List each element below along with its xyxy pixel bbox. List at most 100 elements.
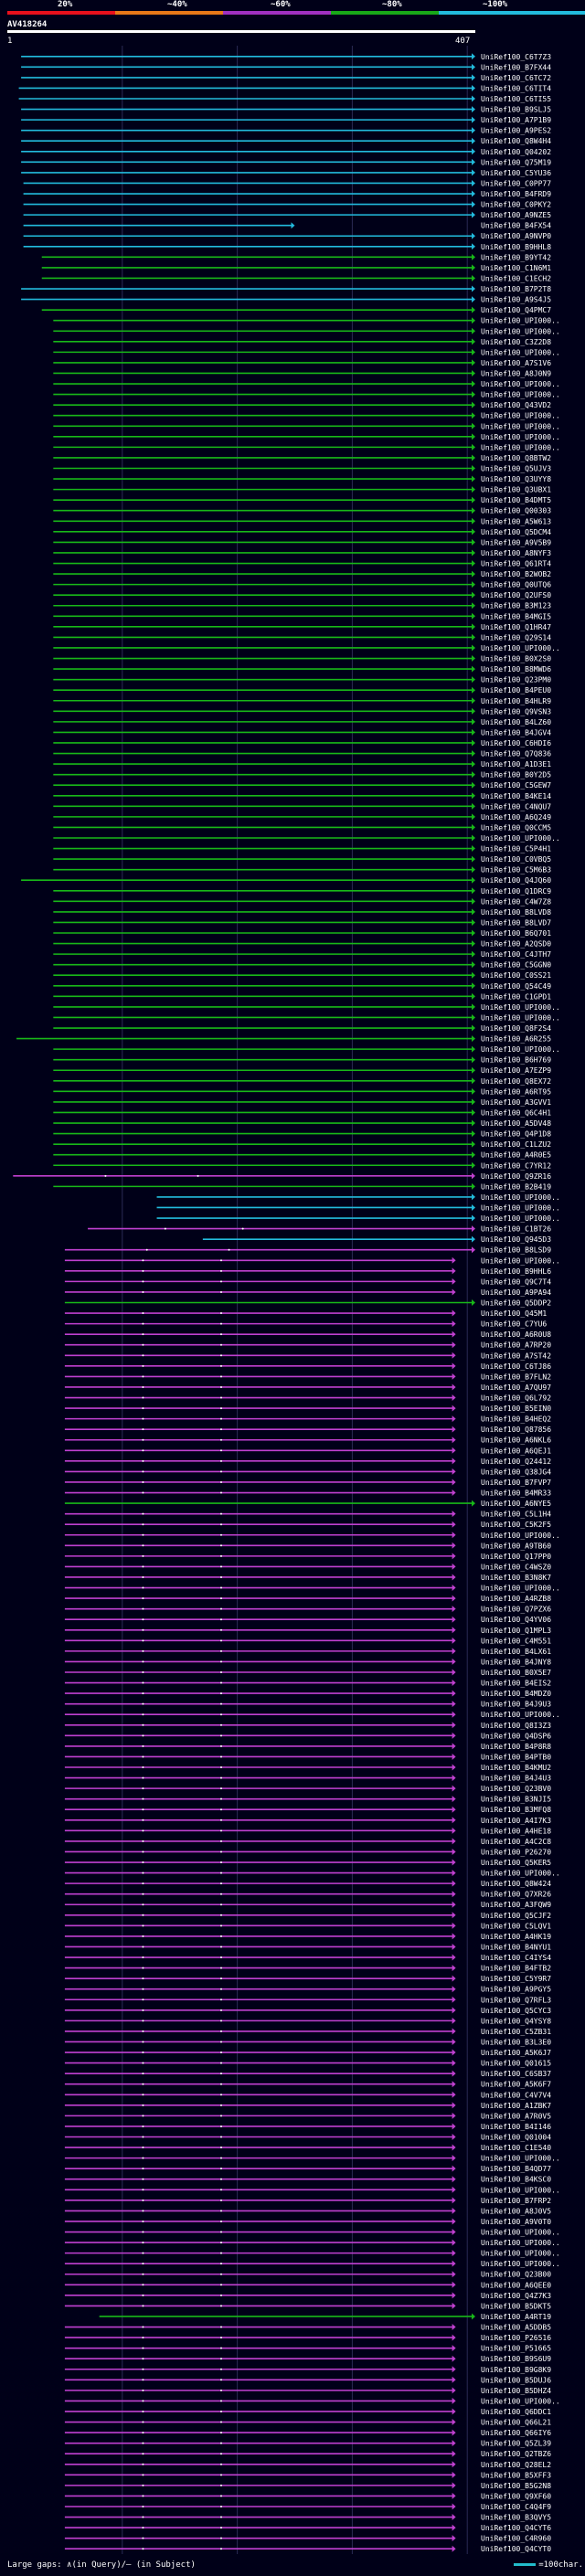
hit-row[interactable]: UniRef100_Q54C49 (53, 982, 551, 991)
hit-row[interactable]: UniRef100_A9PES2 (21, 127, 551, 135)
hit-row[interactable]: UniRef100_C3Z2D8 (53, 338, 551, 346)
hit-label[interactable]: UniRef100_C6TI55 (481, 95, 551, 103)
hit-label[interactable]: UniRef100_B9HHL8 (481, 243, 551, 251)
hit-label[interactable]: UniRef100_A2QSD0 (481, 940, 551, 949)
hit-row[interactable]: UniRef100_A6NKL6 (64, 1436, 551, 1445)
hit-label[interactable]: UniRef100_Q6L792 (481, 1394, 551, 1403)
hit-row[interactable]: UniRef100_C5P4H1 (53, 845, 551, 853)
hit-label[interactable]: UniRef100_C4Q4F9 (481, 2503, 551, 2511)
hit-row[interactable]: UniRef100_C7YU6 (64, 1320, 548, 1329)
hit-label[interactable]: UniRef100_A5DV48 (481, 1119, 551, 1128)
hit-row[interactable]: UniRef100_A4I7K3 (64, 1817, 551, 1825)
hit-row[interactable]: UniRef100_C6TIT4 (18, 84, 552, 92)
hit-label[interactable]: UniRef100_Q3UBX1 (481, 486, 551, 494)
hit-row[interactable]: UniRef100_B9HHL6 (64, 1267, 551, 1276)
hit-row[interactable]: UniRef100_B7FVP7 (64, 1479, 551, 1487)
hit-label[interactable]: UniRef100_C6SB37 (481, 2070, 551, 2078)
hit-row[interactable]: UniRef100_B4HEQ2 (64, 1415, 551, 1424)
hit-label[interactable]: UniRef100_UPI000.. (481, 1256, 560, 1265)
hit-row[interactable]: UniRef100_A7ST42 (64, 1352, 551, 1360)
hit-row[interactable]: UniRef100_UPI000.. (64, 2250, 560, 2258)
hit-label[interactable]: UniRef100_Q5CYC3 (481, 2007, 551, 2015)
hit-row[interactable]: UniRef100_B5G2N8 (64, 2482, 551, 2490)
hit-label[interactable]: UniRef100_Q8EX72 (481, 1077, 551, 1086)
hit-label[interactable]: UniRef100_C1LZU2 (481, 1140, 551, 1149)
hit-label[interactable]: UniRef100_UPI000.. (481, 2186, 560, 2194)
hit-label[interactable]: UniRef100_Q9VSN3 (481, 707, 551, 716)
hit-label[interactable]: UniRef100_B8MWD6 (481, 665, 551, 673)
hit-row[interactable]: UniRef100_A3GVV1 (53, 1098, 551, 1107)
hit-label[interactable]: UniRef100_B9YT42 (481, 253, 551, 261)
hit-row[interactable]: UniRef100_A4R0E5 (53, 1151, 551, 1160)
hit-row[interactable]: UniRef100_C1E540 (64, 2144, 551, 2152)
hit-label[interactable]: UniRef100_C6TIT4 (481, 84, 551, 92)
hit-row[interactable]: UniRef100_Q2UFS0 (53, 591, 551, 599)
hit-row[interactable]: UniRef100_Q5ZL39 (64, 2440, 551, 2448)
hit-label[interactable]: UniRef100_P26270 (481, 1848, 551, 1856)
hit-row[interactable]: UniRef100_B9HHL8 (23, 243, 552, 251)
hit-label[interactable]: UniRef100_B0X2S0 (481, 655, 551, 663)
hit-label[interactable]: UniRef100_A4HE18 (481, 1827, 551, 1835)
hit-label[interactable]: UniRef100_C1ECH2 (481, 274, 551, 282)
hit-label[interactable]: UniRef100_Q4PMC7 (481, 306, 551, 314)
hit-row[interactable]: UniRef100_B4J9U3 (64, 1701, 551, 1709)
hit-label[interactable]: UniRef100_A9S4J5 (481, 296, 551, 304)
hit-label[interactable]: UniRef100_B4EIS2 (481, 1680, 551, 1688)
hit-row[interactable]: UniRef100_Q8I3Z3 (64, 1722, 551, 1730)
hit-label[interactable]: UniRef100_Q54C49 (481, 982, 551, 991)
hit-label[interactable]: UniRef100_B7FX44 (481, 63, 551, 71)
hit-row[interactable]: UniRef100_B4HLR9 (53, 697, 551, 705)
hit-row[interactable]: UniRef100_UPI000.. (53, 443, 560, 451)
hit-row[interactable]: UniRef100_C6TJ86 (64, 1362, 551, 1371)
hit-row[interactable]: UniRef100_UPI000.. (64, 2155, 560, 2163)
hit-row[interactable]: UniRef100_Q1DRC9 (53, 887, 551, 896)
hit-label[interactable]: UniRef100_C4JTH7 (481, 950, 551, 959)
hit-label[interactable]: UniRef100_Q17PP0 (481, 1553, 551, 1561)
hit-label[interactable]: UniRef100_C5GGN0 (481, 961, 551, 970)
hit-row[interactable]: UniRef100_UPI000.. (156, 1203, 560, 1212)
hit-row[interactable]: UniRef100_C5K2F5 (64, 1521, 551, 1529)
hit-label[interactable]: UniRef100_UPI000.. (481, 2260, 560, 2268)
hit-row[interactable]: UniRef100_C6T7Z3 (21, 53, 551, 61)
hit-row[interactable]: UniRef100_B2WOB2 (53, 570, 551, 578)
hit-label[interactable]: UniRef100_UPI000.. (481, 327, 560, 335)
hit-row[interactable]: UniRef100_Q0UTQ6 (53, 581, 551, 589)
hit-label[interactable]: UniRef100_Q2TBZ6 (481, 2450, 551, 2458)
hit-label[interactable]: UniRef100_Q9C7T4 (481, 1277, 551, 1286)
hit-label[interactable]: UniRef100_Q87856 (481, 1426, 551, 1434)
hit-label[interactable]: UniRef100_Q5KER5 (481, 1859, 551, 1867)
hit-label[interactable]: UniRef100_Q7PZX6 (481, 1606, 551, 1614)
hit-label[interactable]: UniRef100_Q5CJF2 (481, 1912, 551, 1920)
hit-row[interactable]: UniRef100_A2QSD0 (53, 940, 551, 949)
hit-row[interactable]: UniRef100_UPI000.. (64, 2260, 560, 2268)
hit-label[interactable]: UniRef100_C4IYS4 (481, 1954, 551, 1962)
hit-row[interactable]: UniRef100_Q5CJF2 (64, 1912, 551, 1920)
hit-label[interactable]: UniRef100_Q7Q836 (481, 750, 551, 758)
hit-row[interactable]: UniRef100_Q5DCM4 (53, 528, 551, 536)
hit-row[interactable]: UniRef100_C1GPD1 (53, 992, 551, 1001)
hit-row[interactable]: UniRef100_Q43VD2 (53, 401, 551, 409)
hit-label[interactable]: UniRef100_A8J0N9 (481, 369, 551, 377)
hit-row[interactable]: UniRef100_B4MGI5 (53, 612, 551, 620)
hit-label[interactable]: UniRef100_Q8BTW2 (481, 454, 551, 462)
hit-row[interactable]: UniRef100_B3MFQ8 (64, 1806, 551, 1814)
hit-label[interactable]: UniRef100_B5DKT5 (481, 2302, 551, 2310)
hit-label[interactable]: UniRef100_Q43VD2 (481, 401, 551, 409)
hit-label[interactable]: UniRef100_B3NJI5 (481, 1796, 551, 1804)
hit-row[interactable]: UniRef100_Q1HR47 (53, 623, 551, 631)
hit-label[interactable]: UniRef100_Q29S14 (481, 633, 551, 641)
hit-label[interactable]: UniRef100_A7QU97 (481, 1383, 551, 1392)
hit-row[interactable]: UniRef100_B5DHZ4 (64, 2387, 551, 2395)
hit-row[interactable]: UniRef100_A5DV48 (53, 1119, 551, 1128)
hit-row[interactable]: UniRef100_B4KMU2 (64, 1764, 551, 1772)
hit-row[interactable]: UniRef100_B7FRP2 (64, 2197, 551, 2205)
hit-label[interactable]: UniRef100_C3Z2D8 (481, 338, 551, 346)
hit-row[interactable]: UniRef100_Q01004 (64, 2134, 551, 2142)
hit-label[interactable]: UniRef100_B4PEU0 (481, 686, 551, 694)
hit-label[interactable]: UniRef100_B4KE14 (481, 792, 551, 800)
hit-label[interactable]: UniRef100_UPI000.. (481, 1870, 560, 1878)
hit-label[interactable]: UniRef100_UPI000.. (481, 834, 560, 843)
hit-label[interactable]: UniRef100_A8J0V5 (481, 2207, 551, 2215)
hit-label[interactable]: UniRef100_A9NVP0 (481, 232, 551, 240)
hit-row[interactable]: UniRef100_A4RT19 (99, 2313, 552, 2321)
